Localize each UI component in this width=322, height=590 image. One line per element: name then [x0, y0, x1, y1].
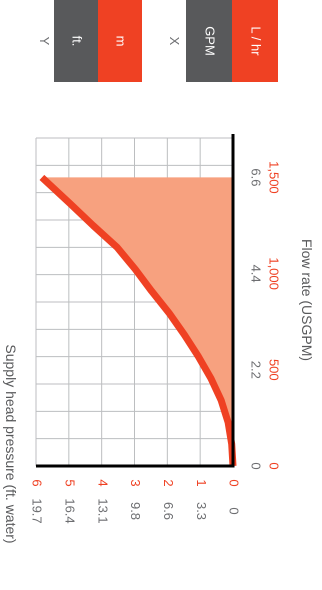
y-tick-label-ft: 6.6 [161, 502, 176, 520]
x-tick-label-gpm: 6.6 [249, 168, 264, 186]
pressure-area-fill [41, 177, 234, 466]
x-tick-label-gpm: 4.4 [249, 265, 264, 283]
x-tick-label-gpm: 0 [249, 462, 264, 469]
pressure-curve-line [39, 174, 237, 467]
y-tick-label-m: 5 [62, 479, 77, 486]
y-tick-label-m: 3 [128, 479, 143, 486]
y-option-ft[interactable]: ft. [70, 36, 85, 47]
x-toggle-label: X [167, 37, 182, 46]
x-tick-label-gpm: 2.2 [249, 361, 264, 379]
y-tick-label-ft: 0 [227, 507, 242, 514]
y-unit-toggle: Y ft. m [37, 0, 142, 82]
x-tick-label-lhr: 0 [267, 462, 282, 469]
y-tick-label-ft: 19.7 [30, 498, 45, 523]
y-toggle-label: Y [37, 37, 52, 46]
y-tick-label-ft: 9.8 [128, 502, 143, 520]
y-option-m[interactable]: m [114, 36, 129, 47]
x-option-gpm-bg[interactable] [186, 0, 232, 82]
x-option-gpm[interactable]: GPM [203, 26, 218, 56]
x-tick-label-lhr: 1,500 [267, 161, 282, 194]
y-axis-title: Supply head pressure (ft. water) [3, 344, 19, 543]
y-tick-label-ft: 3.3 [194, 502, 209, 520]
chart-axes [36, 134, 235, 468]
y-tick-label-ft: 13.1 [95, 498, 110, 523]
y-option-ft-bg[interactable] [54, 0, 98, 82]
y-tick-label-m: 0 [227, 479, 242, 486]
x-option-lhr[interactable]: L / hr [249, 26, 264, 56]
x-tick-label-lhr: 500 [267, 359, 282, 381]
x-unit-toggle: X GPM L / hr [167, 0, 278, 82]
y-tick-label-m: 2 [161, 479, 176, 486]
y-option-m-bg[interactable] [98, 0, 142, 82]
y-tick-label-m: 6 [30, 479, 45, 486]
x-option-lhr-bg[interactable] [232, 0, 278, 82]
x-tick-label-lhr: 1,000 [267, 257, 282, 290]
y-tick-label-ft: 16.4 [62, 498, 77, 523]
y-tick-label-m: 1 [194, 479, 209, 486]
y-tick-label-m: 4 [95, 479, 110, 486]
x-axis-title: Flow rate (USGPM) [299, 239, 315, 361]
